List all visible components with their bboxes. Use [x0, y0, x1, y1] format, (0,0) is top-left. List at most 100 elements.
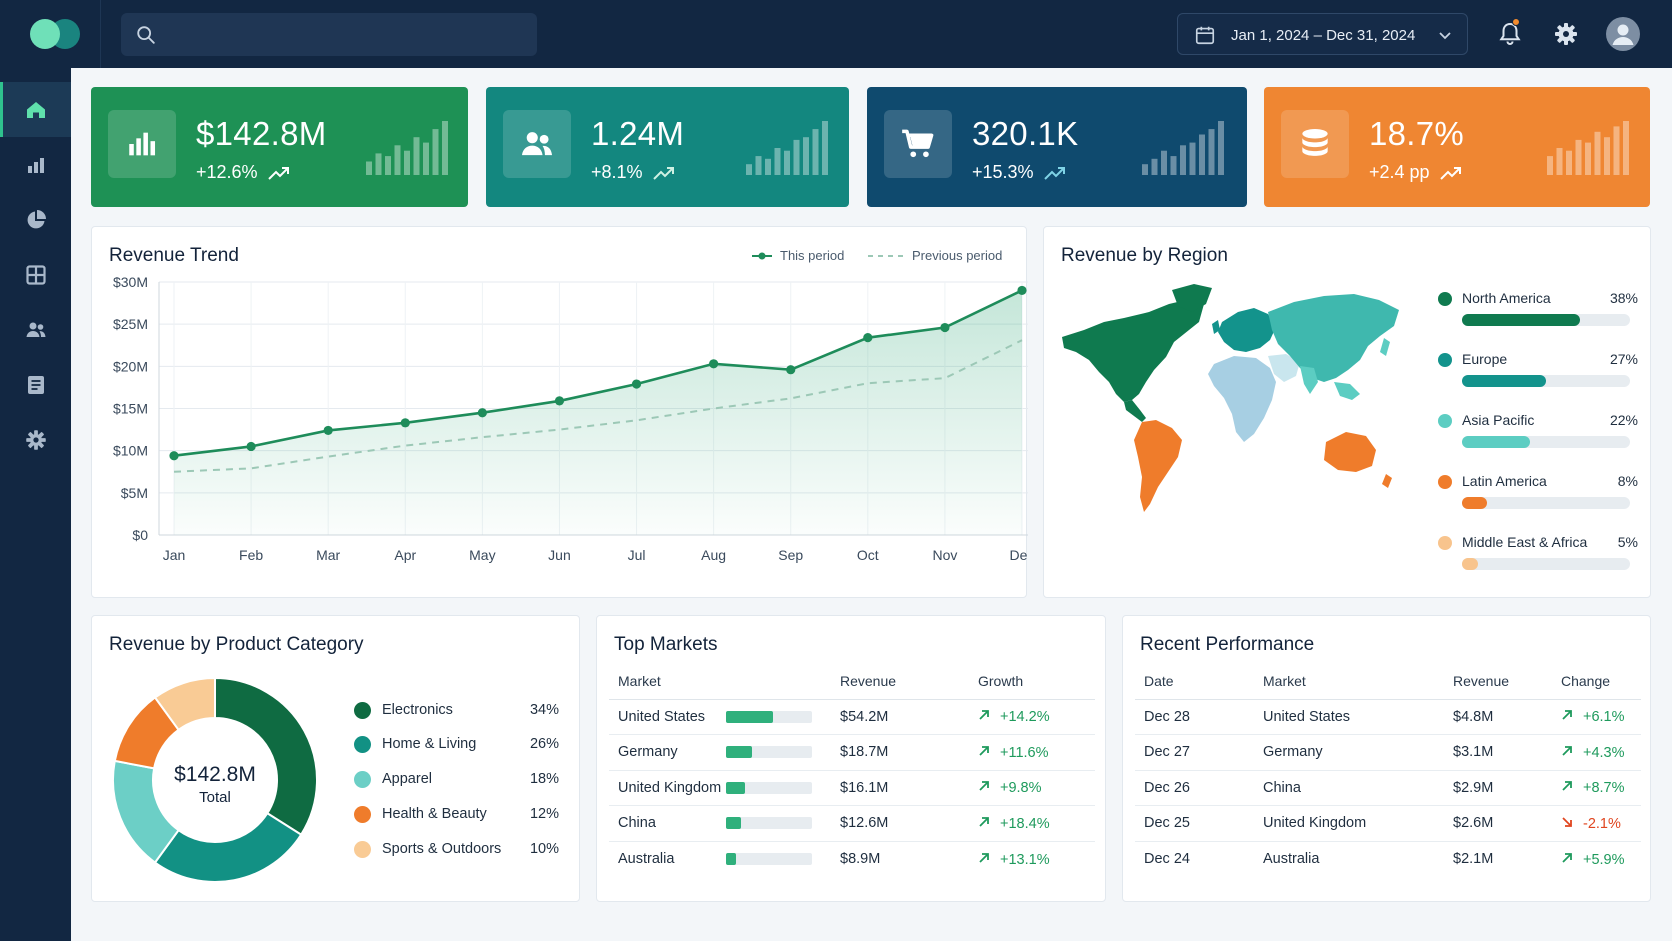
column-header-growth[interactable]: Growth: [969, 664, 1095, 700]
region-pct: 22%: [1609, 412, 1638, 428]
column-header-market[interactable]: Market: [609, 664, 831, 700]
change-value: +8.7%: [1583, 780, 1625, 797]
table-row[interactable]: Dec 27 Germany $3.1M +4.3%: [1135, 734, 1641, 771]
sparkline-bar: [1180, 145, 1186, 175]
kpi-change-text: +12.6%: [196, 162, 258, 182]
kpi-card-orders[interactable]: 320.1K +15.3%: [867, 87, 1247, 207]
notifications-button[interactable]: [1494, 18, 1526, 50]
revenue-cell: $2.1M: [1453, 851, 1494, 867]
market-name: Germany: [618, 744, 678, 761]
category-row[interactable]: Home & Living 26%: [354, 735, 559, 755]
kpi-card-revenue[interactable]: $142.8M +12.6%: [91, 87, 468, 207]
change-cell: +6.1%: [1552, 699, 1641, 735]
sparkline-bar: [442, 121, 448, 175]
sidebar-item-analytics[interactable]: [0, 137, 71, 192]
market-name: Australia: [618, 851, 675, 867]
user-avatar[interactable]: [1606, 17, 1640, 51]
settings-button[interactable]: [1550, 18, 1582, 50]
sparkline-bar: [746, 164, 752, 175]
donut-slice[interactable]: [214, 676, 318, 837]
kpi-card-customers[interactable]: 1.24M +8.1%: [486, 87, 849, 207]
table-row[interactable]: Dec 26 China $2.9M +8.7%: [1135, 770, 1641, 806]
gear-icon: [25, 429, 46, 450]
map-greenland: [1172, 284, 1212, 312]
change-cell: +5.9%: [1552, 841, 1641, 877]
market-cell: United States: [609, 699, 831, 735]
legend-previous-period[interactable]: Previous period: [868, 248, 1002, 263]
sparkline-bar: [413, 137, 420, 175]
legend-label: Previous period: [912, 248, 1003, 263]
date-cell: Dec 26: [1135, 770, 1254, 806]
data-point[interactable]: [554, 396, 565, 406]
sidebar-item-reports[interactable]: [0, 192, 71, 247]
x-tick-label: Sep: [778, 547, 803, 563]
market-cell: China: [1254, 770, 1444, 806]
data-point[interactable]: [709, 359, 719, 369]
sparkline-bar: [1547, 156, 1553, 175]
category-row[interactable]: Apparel 18%: [354, 770, 559, 790]
sidebar-item-home[interactable]: [0, 82, 71, 137]
table-row[interactable]: Dec 28 United States $4.8M +6.1%: [1135, 699, 1641, 735]
date-range-picker[interactable]: Jan 1, 2024 – Dec 31, 2024: [1177, 13, 1468, 55]
legend-this-period[interactable]: This period: [752, 248, 844, 263]
revenue-cell: $12.6M: [831, 805, 969, 842]
y-tick-label: $10M: [113, 443, 148, 459]
sidebar-item-customers[interactable]: [0, 302, 71, 357]
column-header-date[interactable]: Date: [1135, 664, 1254, 700]
kpi-change: +15.3%: [972, 162, 1066, 183]
data-point[interactable]: [477, 408, 487, 418]
region-bar-track: [1462, 558, 1630, 570]
data-point[interactable]: [1017, 285, 1027, 296]
table-header-row: Market Revenue Growth: [609, 664, 1095, 700]
data-point[interactable]: [786, 365, 796, 375]
change-value: +5.9%: [1583, 851, 1625, 868]
data-point[interactable]: [169, 451, 179, 461]
kpi-sparkline-bars: [1547, 121, 1629, 175]
column-header-revenue[interactable]: Revenue: [831, 664, 969, 700]
legend-line-dashed: [868, 254, 904, 257]
sidebar-item-dashboards[interactable]: [0, 247, 71, 302]
donut-slice[interactable]: [153, 811, 303, 883]
table-row[interactable]: Australia $8.9M +13.1%: [609, 841, 1095, 877]
sidebar-item-documents[interactable]: [0, 357, 71, 412]
kpi-card-conversion[interactable]: 18.7% +2.4 pp: [1264, 87, 1650, 207]
data-point[interactable]: [863, 333, 873, 343]
category-row[interactable]: Sports & Outdoors 10%: [354, 840, 559, 860]
sidebar-item-settings[interactable]: [0, 412, 71, 467]
sparkline-bar: [1161, 150, 1167, 175]
data-point[interactable]: [940, 322, 950, 333]
search-input[interactable]: [169, 13, 529, 56]
data-point[interactable]: [246, 441, 256, 452]
data-point[interactable]: [323, 425, 333, 436]
search-icon: [137, 26, 155, 44]
app-logo[interactable]: [30, 19, 82, 49]
table-row[interactable]: United Kingdom $16.1M +9.8%: [609, 770, 1095, 806]
column-header-change[interactable]: Change: [1552, 664, 1641, 700]
search-box[interactable]: [121, 13, 537, 56]
category-name: Sports & Outdoors: [382, 841, 502, 857]
table-row[interactable]: Dec 25 United Kingdom $2.6M -2.1%: [1135, 805, 1641, 842]
category-row[interactable]: Health & Beauty 12%: [354, 805, 559, 825]
date-cell: Dec 25: [1135, 805, 1254, 842]
market-name: United Kingdom: [618, 779, 722, 796]
panel-title: Revenue by Region: [1061, 245, 1228, 266]
market-name: United States: [618, 708, 706, 725]
kpi-icon-box: [884, 110, 952, 178]
donut-slice[interactable]: [153, 676, 216, 732]
growth-value: +9.8%: [1000, 780, 1042, 797]
table-row[interactable]: United States $54.2M +14.2%: [609, 699, 1095, 735]
category-legend: Electronics 34% Home & Living 26% Apparel 1…: [354, 701, 559, 881]
category-row[interactable]: Electronics 34%: [354, 701, 559, 721]
column-header-market[interactable]: Market: [1254, 664, 1444, 700]
data-point[interactable]: [631, 379, 642, 389]
x-tick-label: Jan: [163, 547, 186, 563]
market-bar-fill: [726, 746, 752, 759]
column-header-revenue[interactable]: Revenue: [1444, 664, 1552, 700]
table-row[interactable]: China $12.6M +18.4%: [609, 805, 1095, 842]
data-point[interactable]: [400, 418, 410, 428]
market-cell: Germany: [609, 734, 831, 771]
region-bar-track: [1462, 375, 1630, 387]
sparkline-bar: [1189, 142, 1196, 175]
table-row[interactable]: Dec 24 Australia $2.1M +5.9%: [1135, 841, 1641, 877]
table-row[interactable]: Germany $18.7M +11.6%: [609, 734, 1095, 771]
